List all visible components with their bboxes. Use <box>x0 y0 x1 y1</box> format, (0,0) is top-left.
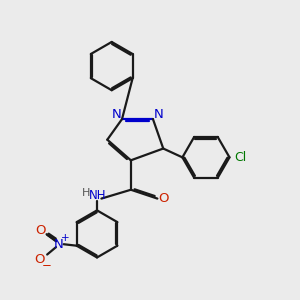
Text: N: N <box>53 238 63 251</box>
Text: NH: NH <box>89 188 106 202</box>
Text: O: O <box>159 192 169 205</box>
Text: N: N <box>112 108 122 121</box>
Text: −: − <box>42 259 52 272</box>
Text: H: H <box>82 188 90 198</box>
Text: O: O <box>34 253 44 266</box>
Text: +: + <box>61 233 69 243</box>
Text: Cl: Cl <box>235 151 247 164</box>
Text: N: N <box>153 108 163 121</box>
Text: O: O <box>35 224 46 237</box>
